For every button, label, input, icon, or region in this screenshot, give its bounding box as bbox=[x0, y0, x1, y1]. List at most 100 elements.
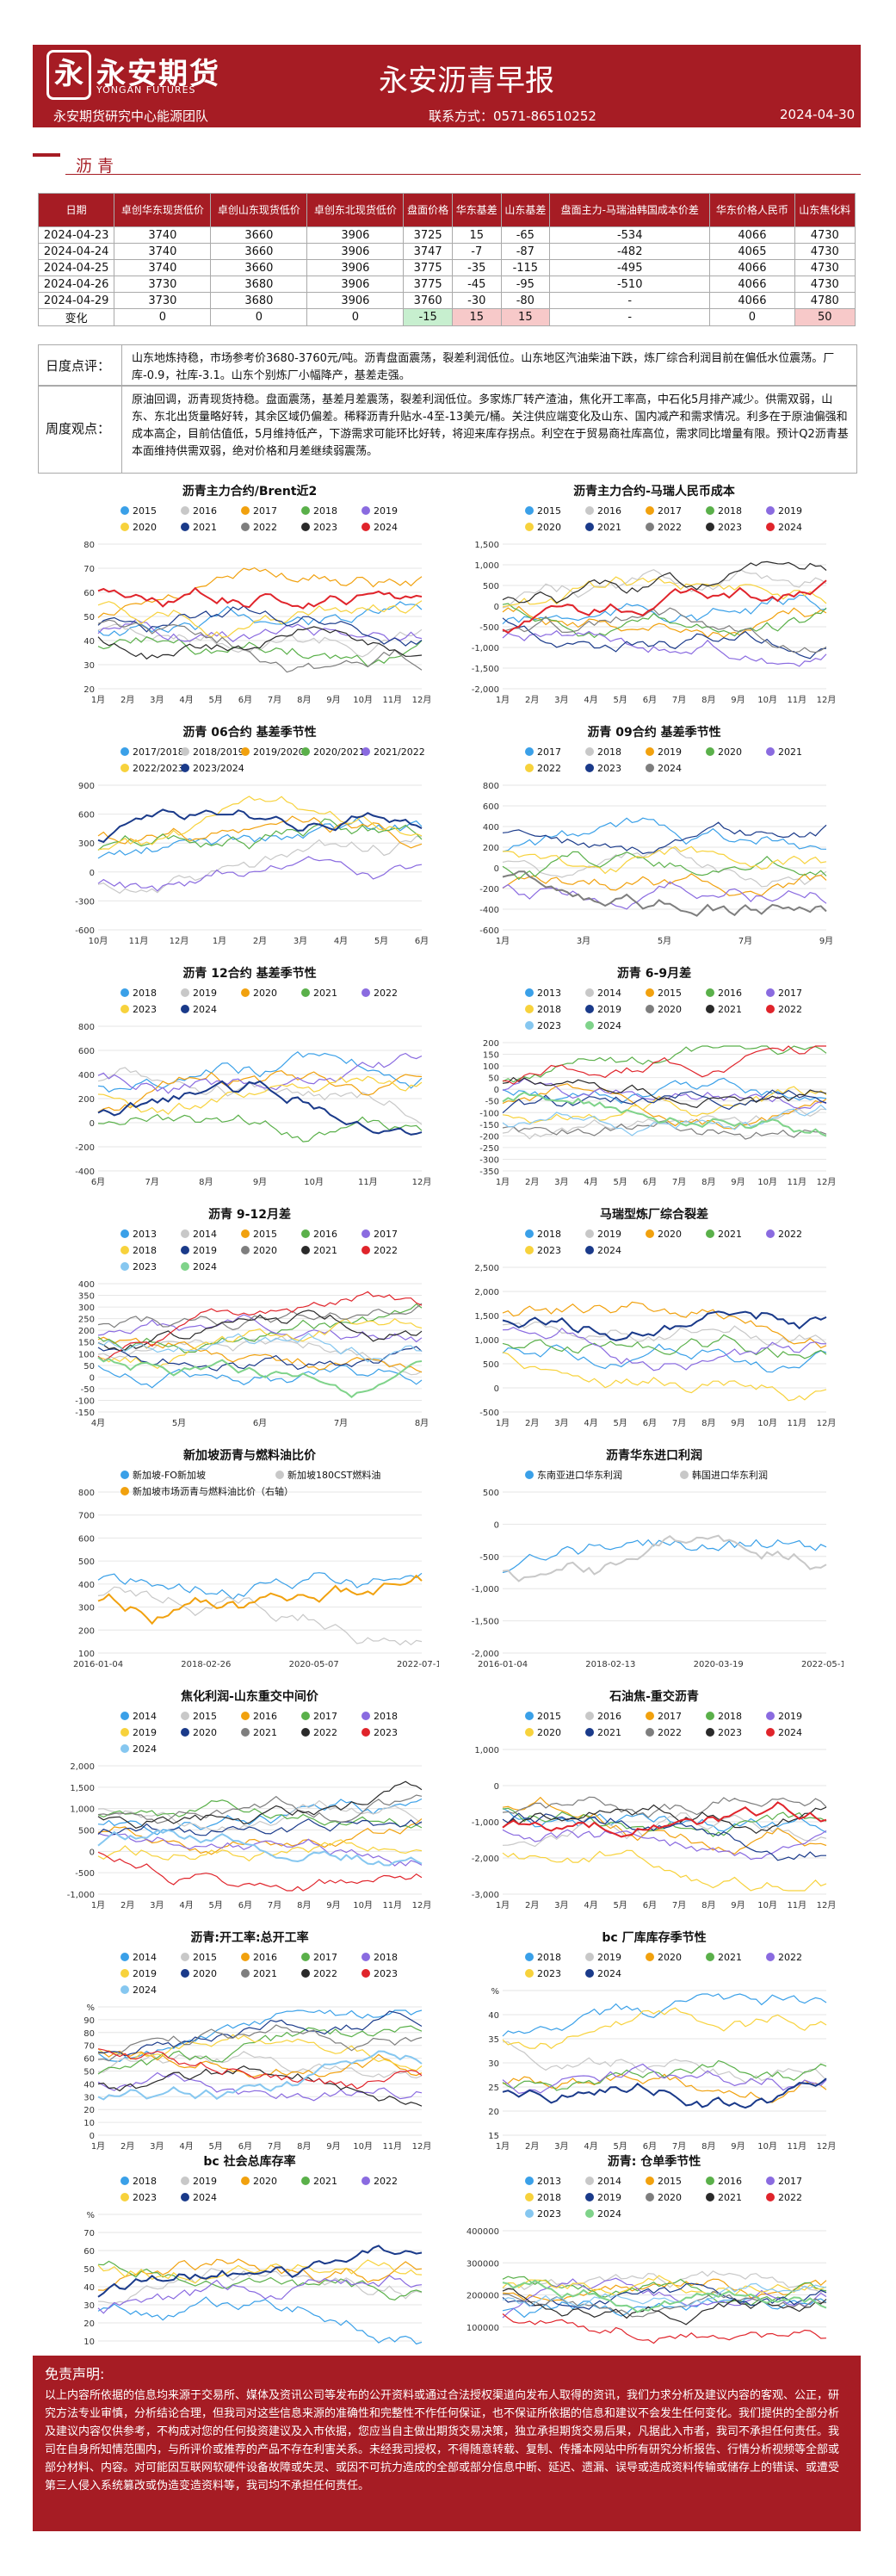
x-tick-label: 10月 bbox=[89, 936, 108, 946]
y-tick-label: 20 bbox=[83, 685, 95, 695]
x-tick-label: 2月 bbox=[525, 2141, 539, 2152]
y-tick-label: -600 bbox=[75, 926, 95, 936]
legend-entry: 2020 bbox=[646, 1949, 706, 1966]
legend-entry: 2019 bbox=[646, 744, 706, 760]
series-line bbox=[97, 2010, 423, 2057]
chart-title: 沥青华东进口利润 bbox=[606, 1449, 702, 1463]
series-line bbox=[502, 1534, 827, 1582]
x-tick-label: 11月 bbox=[382, 695, 402, 705]
series-line bbox=[97, 2245, 423, 2298]
legend-entry: 2022 bbox=[301, 1725, 361, 1741]
x-tick-label: 10月 bbox=[757, 2141, 777, 2152]
chart-legend: 2013 2014 2015 2016 2017 2018 2019 2020 2021 2022… bbox=[525, 2173, 835, 2222]
legend-entry: 2022 bbox=[766, 1226, 826, 1242]
series-line bbox=[97, 2050, 423, 2101]
table-cell: - bbox=[549, 292, 711, 309]
x-tick-label: 12月 bbox=[412, 1177, 432, 1187]
y-tick-label: 500 bbox=[78, 1557, 95, 1567]
series-line bbox=[502, 1804, 827, 1835]
x-tick-label: 4月 bbox=[584, 695, 597, 705]
x-tick-label: 4月 bbox=[584, 1418, 597, 1428]
legend-entry: 2013 bbox=[120, 1226, 181, 1242]
table-cell: 3660 bbox=[210, 243, 308, 260]
chart-legend: 2018 2019 2020 2021 2022 2023 2024 bbox=[525, 1226, 835, 1259]
change-row: 变化 0 0 0 -15 15 15-0 50 bbox=[37, 308, 856, 326]
report-date: 2024-04-30 bbox=[780, 107, 856, 122]
table-cell: 4066 bbox=[709, 276, 795, 293]
x-tick-label: 5月 bbox=[614, 1177, 627, 1187]
x-tick-label: 3月 bbox=[150, 695, 164, 705]
chart-5: 800 600 400 200 0 -200 -400 6月 7月 8月 9月 10月 11月 12月 沥青… bbox=[60, 964, 439, 1197]
disclaimer-text: 以上内容所依据的信息均来源于交易所、媒体及资讯公司等发布的公开资料或通过合法授权… bbox=[45, 2389, 840, 2492]
report-title: 永安沥青早报 bbox=[379, 64, 554, 98]
y-tick-label: -500 bbox=[479, 1409, 499, 1418]
table-cell: 2024-04-25 bbox=[37, 259, 115, 276]
x-tick-label: 8月 bbox=[701, 1900, 715, 1910]
y-tick-label: 0 bbox=[90, 2132, 95, 2141]
series-line bbox=[502, 1352, 827, 1402]
y-tick-label: 40 bbox=[83, 637, 95, 647]
series-line bbox=[502, 1077, 827, 1105]
x-tick-label: 3月 bbox=[554, 1177, 568, 1187]
chart-6: 200 150 100 50 0 -50 -100 -150 -200 -250 -300 -350 1… bbox=[465, 964, 843, 1197]
table-cell: -80 bbox=[500, 292, 551, 309]
series-line bbox=[97, 1794, 423, 1824]
chart-legend: 东南亚进口华东利润 韩国进口华东利润 bbox=[525, 1467, 835, 1483]
legend-entry: 2018 bbox=[120, 1242, 181, 1259]
y-tick-label: 1,000 bbox=[70, 1805, 95, 1815]
y-tick-label: 1,000 bbox=[474, 1336, 499, 1346]
y-tick-label: 100 bbox=[78, 1650, 95, 1659]
y-tick-label: 900 bbox=[78, 782, 95, 791]
series-line bbox=[502, 1327, 827, 1372]
series-line bbox=[502, 1801, 827, 1838]
series-line bbox=[97, 1839, 423, 1862]
legend-entry: 2021 bbox=[706, 1226, 766, 1242]
legend-entry: 2024 bbox=[585, 2206, 646, 2222]
table-cell: 15 bbox=[500, 308, 551, 326]
x-tick-label: 1月 bbox=[91, 2141, 105, 2152]
y-tick-label: -1,500 bbox=[472, 665, 499, 674]
legend-entry: 2020 bbox=[646, 1226, 706, 1242]
chart-title: 马瑞型炼厂综合裂差 bbox=[600, 1208, 708, 1222]
legend-entry: 2018/2019 bbox=[181, 744, 244, 760]
x-tick-label: 6月 bbox=[643, 1900, 657, 1910]
series-line bbox=[97, 1356, 423, 1398]
x-tick-label: 12月 bbox=[817, 1418, 837, 1428]
x-tick-label: 1月 bbox=[496, 1177, 510, 1187]
y-tick-label: 500 bbox=[483, 582, 499, 591]
series-line bbox=[502, 1811, 827, 1848]
x-tick-label: 9月 bbox=[326, 2141, 340, 2152]
y-tick-label: 300000 bbox=[467, 2259, 499, 2269]
legend-entry: 2024 bbox=[181, 1001, 241, 1018]
y-tick-label: 500 bbox=[78, 1827, 95, 1836]
legend-entry: 2024 bbox=[766, 519, 826, 536]
x-tick-label: 8月 bbox=[199, 1177, 213, 1187]
legend-entry: 2024 bbox=[766, 1725, 826, 1741]
x-tick-label: 8月 bbox=[415, 1418, 429, 1428]
chart-plot: % 90 80 70 60 50 40 30 20 10 01月 2月 3月 4月 5月 6月 7月 8月 9月 10… bbox=[83, 2003, 431, 2152]
table-cell: -35 bbox=[451, 259, 502, 276]
x-tick-label: 6月 bbox=[643, 1418, 657, 1428]
legend-entry: 2023 bbox=[301, 519, 361, 536]
table-cell: 3906 bbox=[306, 276, 405, 293]
table-cell: 3660 bbox=[210, 259, 308, 276]
y-tick-label: 0 bbox=[494, 1782, 499, 1792]
series-line bbox=[97, 1780, 423, 1829]
table-cell: -115 bbox=[500, 259, 551, 276]
legend-entry: 2017 bbox=[301, 1949, 361, 1966]
y-tick-label: 2,000 bbox=[70, 1762, 95, 1772]
x-tick-label: 7月 bbox=[672, 1177, 686, 1187]
brand-name-en: YONGAN FUTURES bbox=[96, 84, 196, 96]
series-line bbox=[97, 1303, 423, 1331]
chart-12: 1,000 0 -1,000 -2,000 -3,000 1月 2月 3月 4月 5月 6月 7月 8月… bbox=[465, 1687, 843, 1920]
x-tick-label: 1月 bbox=[91, 1900, 105, 1910]
table-cell: 3740 bbox=[114, 243, 212, 260]
table-cell: 2024-04-26 bbox=[37, 276, 115, 293]
legend-entry: 2021 bbox=[585, 519, 646, 536]
y-tick-label: -200 bbox=[479, 1132, 499, 1142]
y-tick-label: 10 bbox=[83, 2119, 95, 2128]
y-tick-label: 20 bbox=[83, 2106, 95, 2115]
y-tick-label: 1,500 bbox=[70, 1784, 95, 1793]
x-tick-label: 6月 bbox=[238, 695, 252, 705]
